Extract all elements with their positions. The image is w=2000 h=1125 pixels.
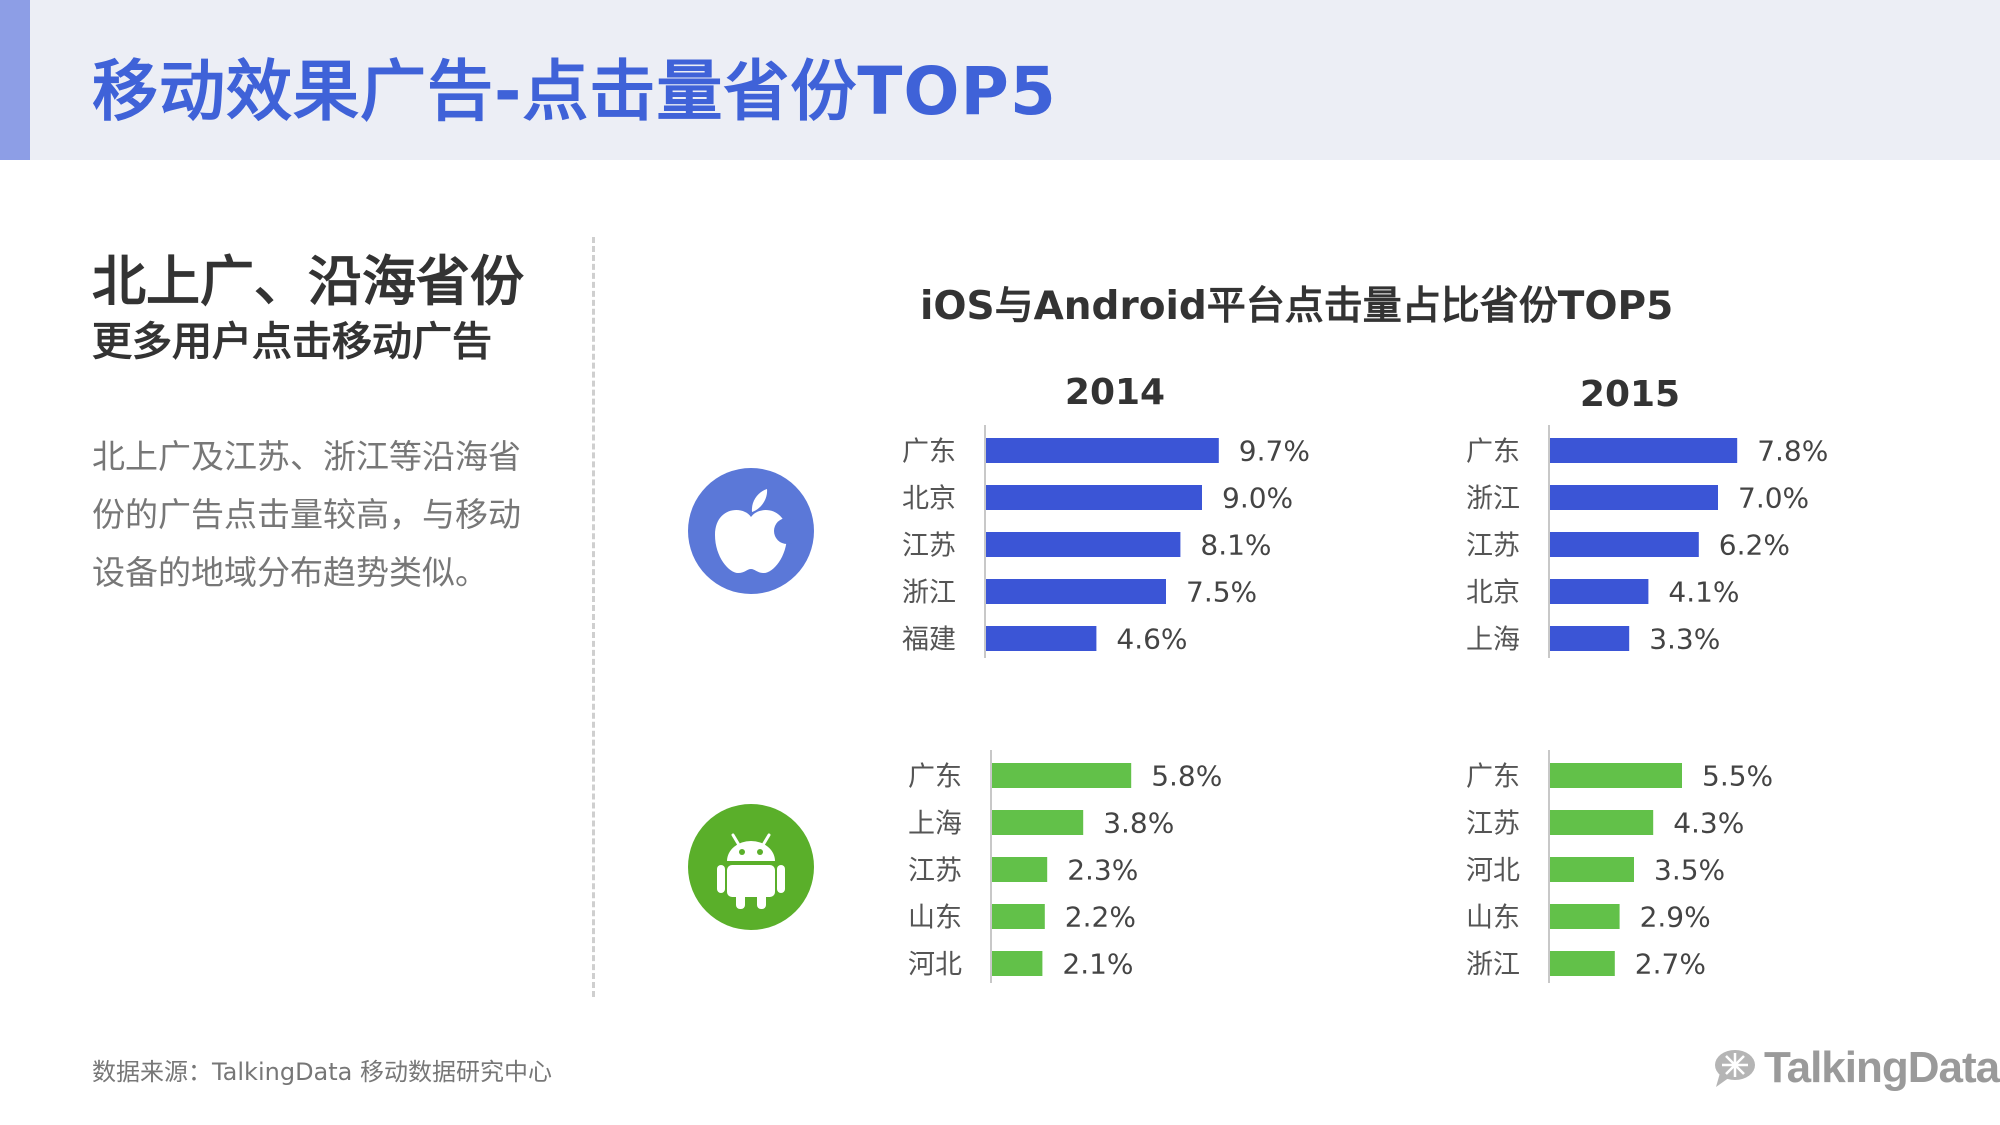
category-label: 河北 <box>908 950 962 981</box>
bar-1-2 <box>1550 532 1699 557</box>
value-label: 2.3% <box>1067 854 1138 887</box>
value-label: 4.1% <box>1668 576 1739 609</box>
value-label: 2.7% <box>1635 948 1706 981</box>
data-source: 数据来源：TalkingData 移动数据研究中心 <box>92 1058 553 1086</box>
value-label: 4.6% <box>1116 623 1187 656</box>
value-label: 2.1% <box>1062 948 1133 981</box>
value-label: 7.5% <box>1186 576 1257 609</box>
left-heading: 北上广、沿海省份 更多用户点击移动广告 <box>92 250 524 370</box>
category-label: 江苏 <box>1466 531 1520 562</box>
bar-3-4 <box>1550 951 1615 976</box>
apple-icon <box>715 489 800 573</box>
bar-2-4 <box>992 951 1043 976</box>
value-label: 5.5% <box>1702 760 1773 793</box>
brand-name: TalkingData <box>1764 1043 2000 1092</box>
category-label: 广东 <box>902 437 956 468</box>
bar-3-2 <box>1550 857 1634 882</box>
android-badge <box>688 804 814 930</box>
value-label: 2.2% <box>1065 901 1136 934</box>
summary-text: 北上广及江苏、浙江等沿海省份的广告点击量较高，与移动设备的地域分布趋势类似。 <box>92 437 521 592</box>
category-label: 福建 <box>902 625 956 656</box>
value-label: 8.1% <box>1200 529 1271 562</box>
value-label: 7.8% <box>1757 435 1828 468</box>
bar-1-1 <box>1550 485 1718 510</box>
page-title: 移动效果广告-点击量省份TOP5 <box>92 53 1057 130</box>
category-label: 江苏 <box>902 531 956 562</box>
bar-0-4 <box>986 626 1097 651</box>
brand-logo: TalkingData <box>1712 1043 2000 1093</box>
bar-0-0 <box>986 438 1219 463</box>
value-label: 5.8% <box>1151 760 1222 793</box>
category-label: 江苏 <box>908 856 962 887</box>
value-label: 9.7% <box>1239 435 1310 468</box>
bar-3-1 <box>1550 810 1654 835</box>
category-label: 浙江 <box>902 578 956 609</box>
value-label: 7.0% <box>1738 482 1809 515</box>
bar-0-1 <box>986 485 1202 510</box>
category-label: 广东 <box>1466 762 1520 793</box>
category-label: 山东 <box>1466 903 1520 934</box>
category-label: 江苏 <box>1466 809 1520 840</box>
bar-2-1 <box>992 810 1084 835</box>
talkingdata-logo-icon <box>1715 1050 1755 1087</box>
bar-0-3 <box>986 579 1166 604</box>
category-label: 北京 <box>902 484 956 515</box>
value-label: 3.5% <box>1654 854 1725 887</box>
heading-line-1: 北上广、沿海省份 <box>92 250 524 313</box>
value-label: 3.8% <box>1103 807 1174 840</box>
chart-title: iOS与Android平台点击量占比省份TOP5 <box>920 284 1674 329</box>
category-label: 上海 <box>1466 625 1520 656</box>
value-label: 3.3% <box>1649 623 1720 656</box>
category-label: 山东 <box>908 903 962 934</box>
value-label: 2.9% <box>1640 901 1711 934</box>
category-label: 北京 <box>1466 578 1520 609</box>
bar-3-3 <box>1550 904 1620 929</box>
section-divider <box>592 237 595 997</box>
value-label: 4.3% <box>1673 807 1744 840</box>
bar-1-0 <box>1550 438 1738 463</box>
bar-1-4 <box>1550 626 1630 651</box>
category-label: 浙江 <box>1466 950 1520 981</box>
bar-1-3 <box>1550 579 1649 604</box>
category-label: 河北 <box>1466 856 1520 887</box>
category-label: 广东 <box>1466 437 1520 468</box>
android-icon <box>717 833 785 909</box>
header-bar <box>0 0 2000 160</box>
category-label: 广东 <box>908 762 962 793</box>
category-label: 浙江 <box>1466 484 1520 515</box>
value-label: 6.2% <box>1719 529 1790 562</box>
bar-0-2 <box>986 532 1181 557</box>
value-label: 9.0% <box>1222 482 1293 515</box>
header-accent-stripe <box>0 0 30 160</box>
panel-title-2014: 2014 <box>1065 372 1165 413</box>
bar-2-2 <box>992 857 1048 882</box>
bar-3-0 <box>1550 763 1682 788</box>
heading-line-2: 更多用户点击移动广告 <box>92 319 492 365</box>
bar-2-0 <box>992 763 1132 788</box>
category-label: 上海 <box>908 809 962 840</box>
panel-title-2015: 2015 <box>1580 374 1680 415</box>
ios-badge <box>688 468 814 594</box>
bar-2-3 <box>992 904 1045 929</box>
